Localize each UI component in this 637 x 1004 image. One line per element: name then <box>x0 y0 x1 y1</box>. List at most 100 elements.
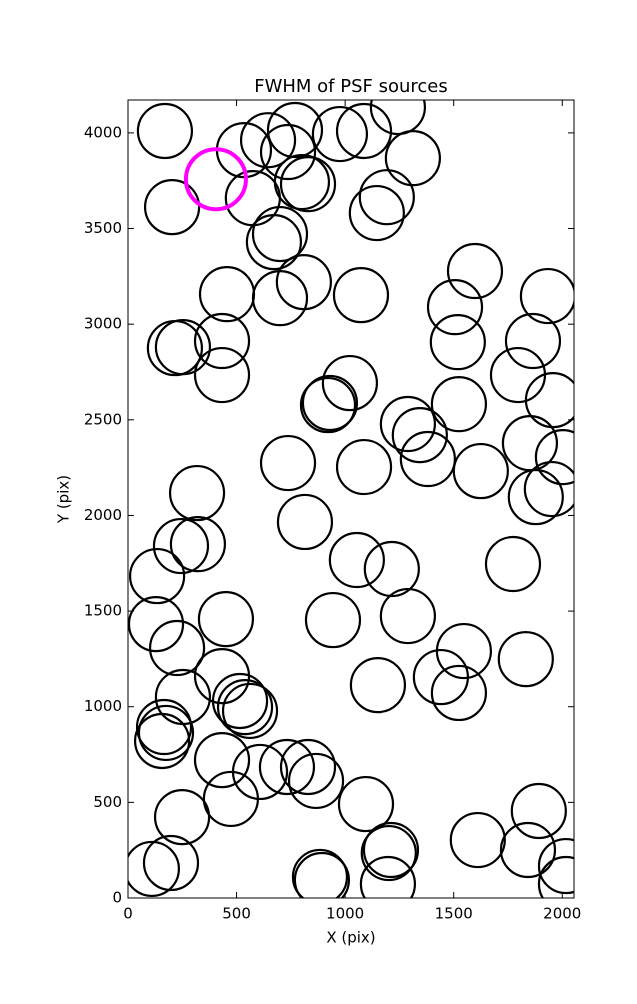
psf-source <box>412 648 469 706</box>
psf-source <box>193 731 251 789</box>
chart-title: FWHM of PSF sources <box>254 76 448 97</box>
psf-source <box>497 630 554 688</box>
psf-source <box>279 738 337 796</box>
psf-source <box>258 738 316 796</box>
psf-source <box>429 314 486 371</box>
psf-source <box>360 824 417 882</box>
psf-source <box>211 672 269 730</box>
psf-source <box>142 834 200 892</box>
psf-source <box>507 468 564 526</box>
psf-source <box>369 100 426 136</box>
psf-source <box>279 156 337 213</box>
psf-source <box>337 775 395 833</box>
psf-source <box>198 266 256 323</box>
psf-source <box>311 105 369 163</box>
psf-source <box>391 407 448 464</box>
psf-source <box>275 253 332 311</box>
psf-source <box>537 837 574 895</box>
x-tick-label: 1000 <box>326 905 364 923</box>
psf-source <box>137 704 195 762</box>
psf-source <box>259 123 317 181</box>
psf-source <box>379 395 436 453</box>
psf-source <box>362 821 420 879</box>
psf-source <box>519 267 574 325</box>
y-tick-label: 3500 <box>84 219 122 237</box>
x-tick-label: 1500 <box>435 905 473 923</box>
psf-source <box>152 517 210 575</box>
psf-source <box>221 682 279 740</box>
psf-source <box>304 591 362 649</box>
psf-source <box>193 346 251 404</box>
psf-source <box>273 153 331 211</box>
psf-source <box>291 848 349 898</box>
psf-source <box>128 840 180 898</box>
psf-source <box>299 376 357 434</box>
x-tick-label: 500 <box>222 905 251 923</box>
psf-source <box>359 855 417 898</box>
plot-area <box>128 100 574 898</box>
psf-source <box>153 788 211 846</box>
psf-source <box>449 811 506 869</box>
psf-source <box>148 619 206 677</box>
y-tick-label: 4000 <box>84 123 122 141</box>
psf-source <box>484 535 542 593</box>
y-tick-label: 2000 <box>84 506 122 524</box>
psf-source <box>293 851 350 898</box>
y-tick-label: 500 <box>93 793 122 811</box>
psf-source <box>251 270 309 327</box>
psf-source <box>154 319 212 376</box>
psf-source <box>154 668 212 726</box>
x-tick-label: 0 <box>123 905 133 923</box>
psf-source <box>504 312 562 370</box>
psf-source <box>489 346 547 404</box>
psf-source <box>430 376 488 433</box>
psf-source <box>197 591 255 648</box>
psf-source <box>430 664 488 722</box>
psf-source <box>259 434 317 492</box>
psf-source <box>245 214 303 271</box>
y-tick-label: 1500 <box>84 602 122 620</box>
psf-source <box>128 596 185 653</box>
x-tick-label: 2000 <box>543 905 581 923</box>
psf-source <box>363 540 420 598</box>
psf-source <box>321 354 379 412</box>
psf-source <box>399 430 456 488</box>
y-tick-label: 2500 <box>84 410 122 428</box>
psf-source <box>384 130 441 187</box>
psf-source <box>426 279 484 336</box>
psf-source <box>301 374 359 432</box>
psf-source <box>446 242 504 300</box>
psf-source <box>335 438 393 496</box>
psf-source <box>335 102 393 160</box>
psf-source <box>276 493 334 551</box>
psf-source <box>358 169 415 226</box>
psf-source <box>135 698 193 756</box>
psf-source <box>136 102 194 160</box>
y-tick-label: 1000 <box>84 697 122 715</box>
psf-source <box>499 821 557 879</box>
psf-source <box>452 442 509 500</box>
x-axis-label: X (pix) <box>326 929 375 947</box>
psf-source <box>379 587 436 645</box>
psf-source <box>537 855 574 898</box>
psf-source <box>143 179 201 236</box>
psf-source <box>224 170 281 227</box>
y-tick-label: 0 <box>112 889 122 907</box>
psf-source <box>328 531 385 589</box>
psf-source <box>287 752 345 810</box>
psf-source <box>524 372 574 429</box>
psf-source <box>510 782 567 840</box>
psf-source <box>534 429 574 486</box>
psf-source <box>251 205 309 263</box>
psf-source <box>168 464 226 522</box>
psf-source <box>169 516 227 573</box>
psf-source <box>348 184 405 242</box>
psf-source <box>332 267 390 324</box>
psf-source <box>523 460 574 518</box>
psf-source <box>216 679 274 736</box>
highlight-source <box>183 147 248 212</box>
psf-source <box>239 112 297 169</box>
psf-source <box>349 657 407 714</box>
y-tick-label: 3000 <box>84 315 122 333</box>
